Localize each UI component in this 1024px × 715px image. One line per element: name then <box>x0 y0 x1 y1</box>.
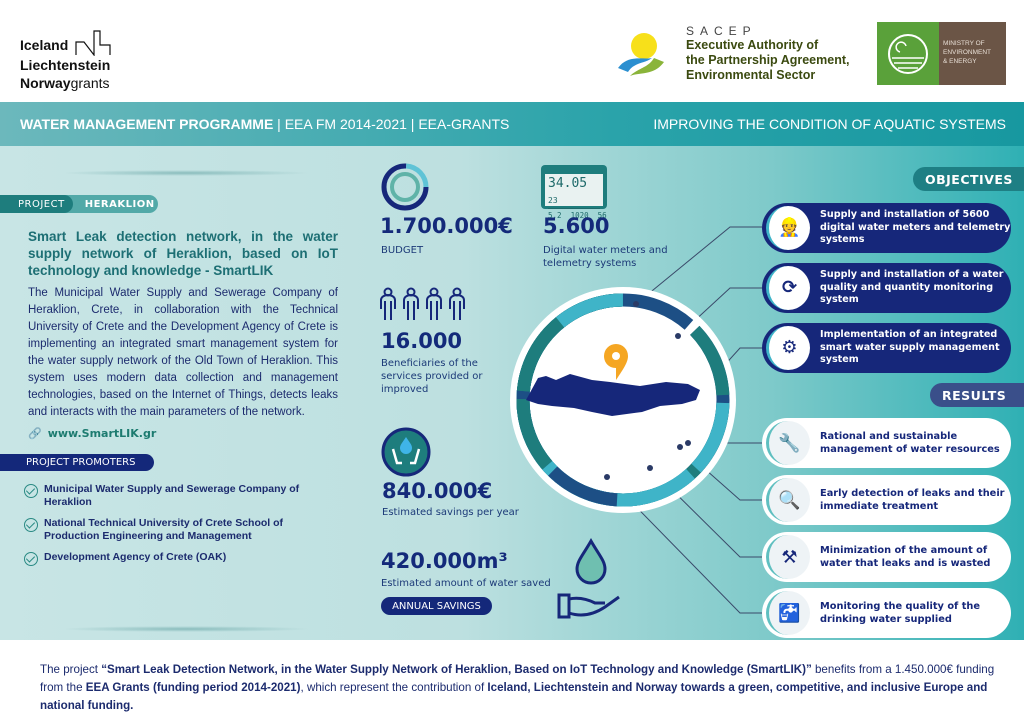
banner-tagline: IMPROVING THE CONDITION OF AQUATIC SYSTE… <box>653 116 1006 132</box>
divider <box>60 626 310 632</box>
promoters-heading: PROJECT PROMOTERS <box>0 454 154 471</box>
ministry-line: & ENERGY <box>943 58 977 65</box>
project-title: Smart Leak detection network, in the wat… <box>28 229 338 278</box>
people-icon <box>380 287 465 320</box>
beneficiaries-value: 16.000 <box>381 329 463 353</box>
promoters-list: Municipal Water Supply and Sewerage Comp… <box>24 483 324 574</box>
ministry-logo: MINISTRY OF ENVIRONMENT & ENERGY <box>877 22 1006 85</box>
check-circle-icon <box>24 552 38 566</box>
monitoring-cycle-icon: ⟳ <box>766 266 810 310</box>
hands-water-drop-icon <box>381 427 431 477</box>
list-item: Municipal Water Supply and Sewerage Comp… <box>24 483 324 509</box>
project-label: PROJECT <box>0 195 73 213</box>
logo-line: grants <box>70 75 110 91</box>
objective-text: Implementation of an integrated smart wa… <box>820 329 1000 366</box>
project-url[interactable]: www.SmartLIK.gr <box>47 427 157 440</box>
sacep-line: Executive Authority of <box>686 38 819 52</box>
sacep-acronym: SACEP <box>686 24 757 38</box>
monitor-search-icon: 🔍 <box>766 478 810 522</box>
meters-value: 5.600 <box>543 214 610 238</box>
objectives-heading: OBJECTIVES <box>913 167 1024 191</box>
check-circle-icon <box>24 484 38 498</box>
project-tag: PROJECT HERAKLION <box>0 195 158 213</box>
results-heading: RESULTS <box>930 383 1024 407</box>
logo-line: Liechtenstein <box>20 57 111 73</box>
objective-text: Supply and installation of 5600 digital … <box>820 209 1011 246</box>
promoter-name: National Technical University of Crete S… <box>44 517 284 542</box>
check-circle-icon <box>24 518 38 532</box>
hand-water-drop-icon <box>557 537 620 619</box>
meter-reading: 23 <box>548 196 558 205</box>
footer-text: benefits from a 1.450.000€ funding from … <box>40 663 995 694</box>
api-gear-icon: ⚙ <box>766 326 810 370</box>
objective-item: 👷 Supply and installation of 5600 digital… <box>762 203 1011 253</box>
result-item: 🚰 Monitoring the quality of the drinking … <box>762 588 1011 638</box>
meter-reading: 34.05 <box>548 176 588 191</box>
beneficiaries-label: Beneficiaries of the services provided o… <box>381 358 483 395</box>
sacep-line: the Partnership Agreement, <box>686 53 850 67</box>
pipe-worker-icon: ⚒ <box>766 535 810 579</box>
valve-icon: 🔧 <box>766 421 810 465</box>
logo-line: Iceland <box>20 37 69 53</box>
objective-text: Supply and installation of a water quali… <box>820 269 1004 306</box>
sacep-sun-hands-logo <box>618 33 664 76</box>
footer-text: “Smart Leak Detection Network, in the Wa… <box>101 663 812 676</box>
worker-meter-icon: 👷 <box>766 206 810 250</box>
eea-logo-icon <box>75 30 111 57</box>
ministry-line: ENVIRONMENT <box>943 49 992 56</box>
faucet-glass-icon: 🚰 <box>766 591 810 635</box>
promoter-name: Municipal Water Supply and Sewerage Comp… <box>44 483 300 508</box>
meters-label: Digital water meters and telemetry syste… <box>543 245 668 269</box>
water-saved-label: Estimated amount of water saved <box>381 578 551 589</box>
project-name: HERAKLION <box>84 198 155 210</box>
sacep-logo-text: SACEP Executive Authority of the Partner… <box>686 24 849 83</box>
link-icon: 🔗 <box>28 427 42 440</box>
connector-line <box>606 476 762 614</box>
objective-item: ⚙ Implementation of an integrated smart w… <box>762 323 1011 373</box>
project-column: PROJECT HERAKLION Smart Leak detection ne… <box>0 195 345 574</box>
footer-text: The project <box>40 663 102 676</box>
result-item: 🔍 Early detection of leaks and their imme… <box>762 475 1011 525</box>
savings-value: 840.000€ <box>382 479 493 503</box>
list-item: National Technical University of Crete S… <box>24 517 324 543</box>
result-item: ⚒ Minimization of the amount of water tha… <box>762 532 1011 582</box>
budget-coin-icon <box>381 163 429 211</box>
ministry-emblem-icon <box>888 33 928 74</box>
water-saved-value: 420.000m³ <box>381 549 508 573</box>
eea-grants-logo: Iceland Liechtenstein Norwaygrants <box>20 30 111 92</box>
savings-label: Estimated savings per year <box>382 507 519 518</box>
crete-map <box>526 374 700 416</box>
location-pin-icon <box>604 344 628 380</box>
divider <box>60 170 310 176</box>
programme-title: WATER MANAGEMENT PROGRAMME <box>20 116 274 132</box>
ministry-line: MINISTRY OF <box>943 40 985 47</box>
digital-meter-icon: 34.05 23 5.2 1020 56 <box>541 165 607 220</box>
funding-footer: The project “Smart Leak Detection Networ… <box>40 661 1000 715</box>
ring-segment <box>516 293 730 507</box>
connector-line <box>649 467 762 558</box>
budget-label: BUDGET <box>381 245 424 256</box>
programme-banner: WATER MANAGEMENT PROGRAMME | EEA FM 2014… <box>0 102 1024 146</box>
programme-subtitle: | EEA FM 2014-2021 | EEA-GRANTS <box>273 116 510 132</box>
footer-text: EEA Grants (funding period 2014-2021) <box>85 681 301 694</box>
result-text: Early detection of leaks and their immed… <box>820 488 1005 512</box>
result-text: Monitoring the quality of the drinking w… <box>820 601 981 625</box>
promoter-name: Development Agency of Crete (OAK) <box>44 551 227 563</box>
project-link[interactable]: 🔗 www.SmartLIK.gr <box>28 427 156 440</box>
objective-item: ⟳ Supply and installation of a water qual… <box>762 263 1011 313</box>
project-description: The Municipal Water Supply and Sewerage … <box>28 287 338 418</box>
result-item: 🔧 Rational and sustainable management of … <box>762 418 1011 468</box>
sacep-line: Environmental Sector <box>686 68 816 82</box>
result-text: Rational and sustainable management of w… <box>820 431 1000 455</box>
connector-line <box>635 226 762 305</box>
list-item: Development Agency of Crete (OAK) <box>24 551 324 566</box>
footer-text: , which represent the contribution of <box>300 681 488 694</box>
budget-value: 1.700.000€ <box>380 214 513 238</box>
annual-savings-badge: ANNUAL SAVINGS <box>381 597 492 615</box>
logo-line: Norway <box>20 75 71 91</box>
result-text: Minimization of the amount of water that… <box>820 545 991 569</box>
